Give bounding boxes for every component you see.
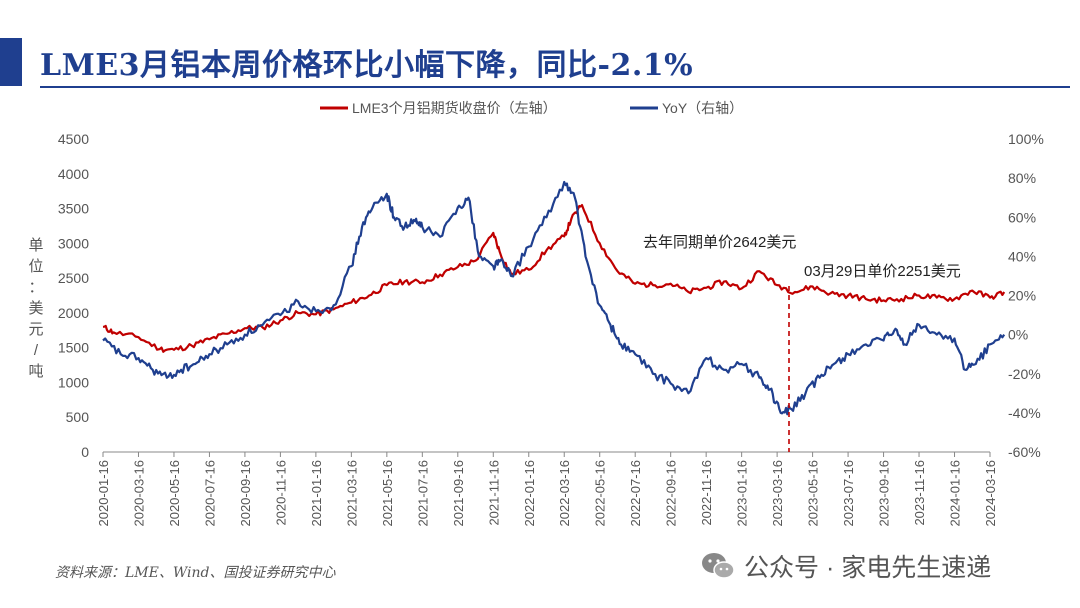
x-tick-label: 2023-01-16 (735, 460, 750, 527)
y-left-tick-label: 1500 (58, 340, 89, 356)
watermark-text: 公众号 · 家电先生速递 (744, 554, 992, 582)
series-lines (102, 180, 1006, 416)
x-tick-label: 2023-09-16 (877, 460, 892, 527)
wechat-icon (702, 553, 735, 579)
y-right-tick-label: 60% (1008, 209, 1036, 225)
legend-label: LME3个月铝期货收盘价（左轴） (352, 100, 557, 116)
source-note: 资料来源：LME、Wind、国投证券研究中心 (55, 565, 336, 581)
axes: 0 500 1000 1500 2000 2500 3000 3500 4000 4500 -60%… (28, 131, 1043, 527)
x-tick-label: 2023-03-16 (770, 460, 785, 527)
legend-label: YoY（右轴） (662, 100, 743, 116)
x-tick-label: 2024-01-16 (948, 460, 963, 527)
y-right-tick-label: -60% (1008, 444, 1041, 460)
x-tick-label: 2020-03-16 (131, 460, 146, 527)
y-left-label-char: 单 (28, 237, 43, 254)
x-tick-label: 2022-03-16 (557, 460, 572, 527)
y-left-tick-label: 3500 (58, 201, 89, 217)
y-left-label-char: 美 (28, 300, 43, 317)
y-left-label-char: 吨 (28, 363, 43, 380)
y-right-tick-label: 100% (1008, 131, 1044, 147)
annotation-current: 03月29日单价2251美元 (804, 263, 961, 280)
x-tick-label: 2020-11-16 (273, 460, 288, 526)
y-left-tick-label: 4500 (58, 131, 89, 147)
x-tick-label: 2023-11-16 (912, 460, 927, 526)
x-tick-label: 2020-09-16 (238, 460, 253, 527)
y-left-label-char: 元 (28, 321, 43, 338)
x-tick-label: 2021-05-16 (380, 460, 395, 527)
title-underline (40, 86, 1070, 88)
annotations: 去年同期单价2642美元 03月29日单价2251美元 (643, 234, 961, 452)
x-tick-label: 2022-07-16 (628, 460, 643, 527)
page-title: LME3月铝本周价格环比小幅下降，同比-2.1% (40, 48, 694, 83)
x-tick-label: 2021-01-16 (309, 460, 324, 527)
x-tick-label: 2023-07-16 (841, 460, 856, 527)
x-tick-label: 2020-07-16 (202, 460, 217, 527)
x-tick-label: 2021-03-16 (344, 460, 359, 527)
legend: LME3个月铝期货收盘价（左轴） YoY（右轴） (320, 100, 743, 116)
y-left-tick-label: 2000 (58, 305, 89, 321)
x-tick-label: 2022-05-16 (593, 460, 608, 527)
x-tick-label: 2022-09-16 (664, 460, 679, 527)
y-right-tick-label: -20% (1008, 366, 1041, 382)
x-tick-label: 2021-11-16 (486, 460, 501, 526)
x-tick-label: 2020-01-16 (96, 460, 111, 527)
y-right-tick-label: 0% (1008, 327, 1028, 343)
y-right-tick-label: 20% (1008, 288, 1036, 304)
x-tick-label: 2021-09-16 (451, 460, 466, 527)
x-tick-label: 2020-05-16 (167, 460, 182, 527)
title-accent-bar (0, 38, 22, 86)
y-left-label-char: / (34, 342, 39, 359)
yoy-series-line (102, 180, 1006, 416)
y-left-label-char: ： (28, 279, 43, 296)
watermark: 公众号 · 家电先生速递 (700, 548, 991, 584)
x-tick-label: 2022-01-16 (522, 460, 537, 527)
y-right-tick-label: -40% (1008, 405, 1041, 421)
y-left-label-char: 位 (28, 258, 43, 275)
y-right-tick-label: 40% (1008, 248, 1036, 264)
y-left-tick-label: 4000 (58, 166, 89, 182)
y-right-tick-label: 80% (1008, 170, 1036, 186)
annotation-last-year: 去年同期单价2642美元 (643, 234, 796, 251)
y-left-tick-label: 0 (81, 444, 89, 460)
y-left-tick-label: 3000 (58, 235, 89, 251)
y-left-tick-label: 1000 (58, 374, 89, 390)
y-left-tick-label: 2500 (58, 270, 89, 286)
y-left-tick-label: 500 (66, 409, 90, 425)
x-tick-label: 2021-07-16 (415, 460, 430, 527)
x-tick-label: 2022-11-16 (699, 460, 714, 526)
x-tick-label: 2024-03-16 (983, 460, 998, 527)
x-tick-label: 2023-05-16 (806, 460, 821, 527)
